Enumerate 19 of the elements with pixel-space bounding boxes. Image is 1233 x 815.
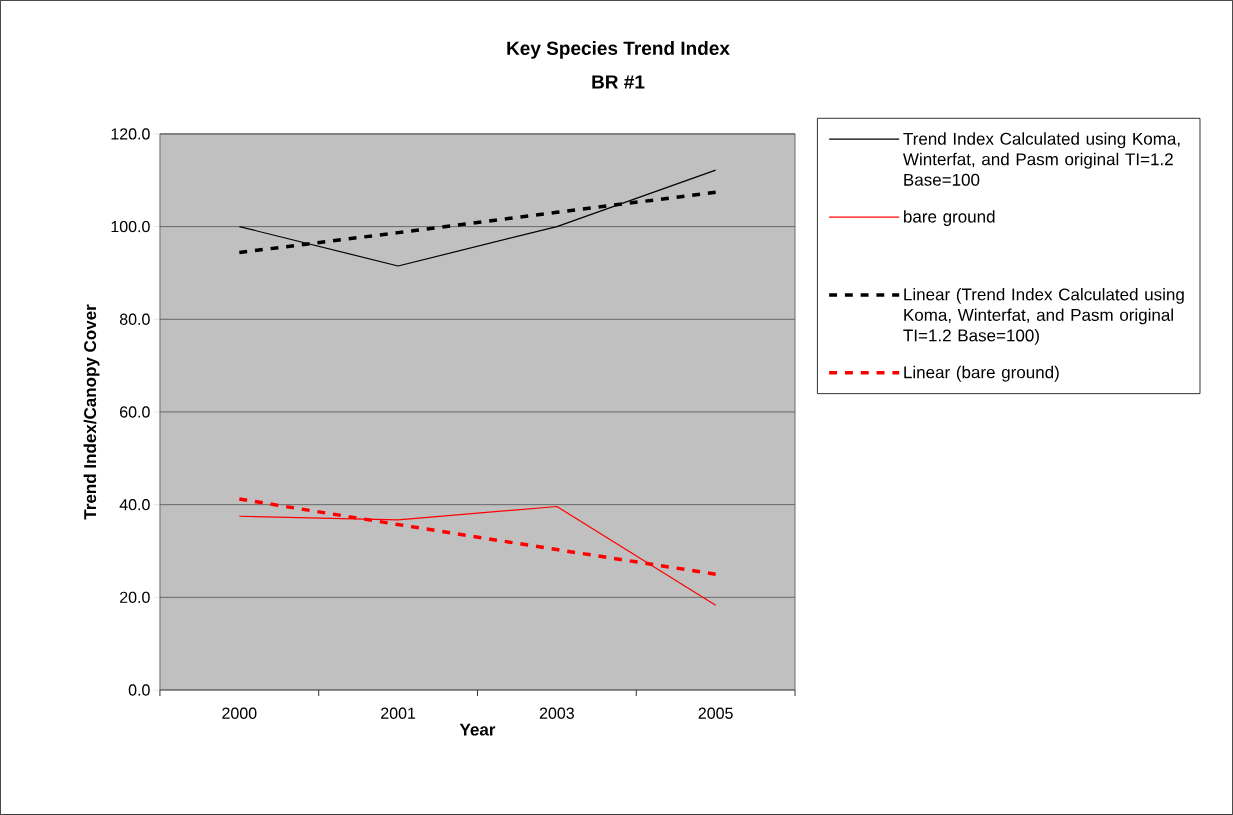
y-tick-label: 40.0: [119, 499, 150, 511]
y-tick-label: 60.0: [120, 406, 150, 418]
legend-label: Linear (Trend Index Calculated using Koma, Winterfat, and Pasm original TI=1.2 Base=100): [903, 288, 1184, 345]
y-tick-label: 100.0: [111, 220, 150, 233]
legend-label: bare ground: [904, 210, 995, 227]
chart-subtitle: BR #1: [592, 75, 645, 89]
y-tick-label: 80.0: [119, 313, 150, 325]
x-tick-label: 2005: [698, 707, 733, 719]
x-tick-label: 2003: [539, 707, 574, 719]
x-axis-title: Year: [459, 723, 496, 736]
y-tick-label: 120.0: [111, 128, 150, 140]
legend-label: Trend Index Calculated using Koma, Winterfat, and Pasm original TI=1.2 Base=100: [903, 132, 1180, 186]
x-tick-label: 2001: [381, 707, 416, 719]
y-tick-label: 0.0: [128, 684, 150, 696]
x-tick-label: 2000: [222, 707, 257, 719]
chart-title: Key Species Trend Index: [507, 41, 730, 59]
y-axis-title: Trend Index/Canopy Cover: [83, 304, 100, 520]
y-tick-label: 20.0: [120, 591, 150, 604]
legend-label: Linear (bare ground): [904, 365, 1059, 382]
